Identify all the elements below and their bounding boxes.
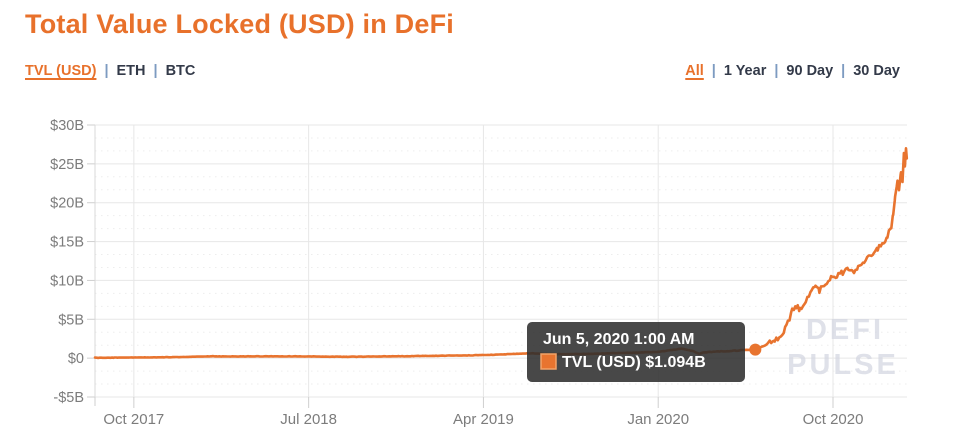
y-axis-label: -$5B: [53, 390, 84, 406]
tvl-series-line[interactable]: [93, 147, 909, 360]
y-axis-label: $5B: [58, 312, 84, 328]
series-tab-eth[interactable]: ETH: [116, 63, 146, 79]
tab-separator: |: [104, 63, 109, 79]
tab-separator: |: [153, 63, 158, 79]
range-tab-30-day[interactable]: 30 Day: [853, 63, 900, 79]
x-axis-label: Jan 2020: [627, 411, 689, 428]
range-tab-all[interactable]: All: [685, 63, 704, 79]
x-axis-label: Oct 2017: [103, 411, 164, 428]
tab-separator: |: [774, 63, 779, 79]
series-tab-tvl-usd[interactable]: TVL (USD): [25, 63, 97, 79]
page-title: Total Value Locked (USD) in DeFi: [25, 9, 454, 39]
y-axis-label: $10B: [50, 273, 84, 289]
tab-separator: |: [711, 63, 716, 79]
y-axis-label: $20B: [50, 196, 84, 212]
x-axis-label: Apr 2019: [453, 411, 514, 428]
x-axis-label: Oct 2020: [803, 411, 864, 428]
x-axis-label: Jul 2018: [280, 411, 337, 428]
tab-separator: |: [841, 63, 846, 79]
y-axis-label: $0: [68, 351, 84, 367]
tooltip-box: [527, 322, 745, 382]
tooltip-date: Jun 5, 2020 1:00 AM: [543, 331, 694, 348]
y-axis-label: $30B: [50, 118, 84, 134]
highlighted-point-marker[interactable]: [749, 343, 762, 356]
y-axis-label: $25B: [50, 157, 84, 173]
series-tabs: TVL (USD) | ETH | BTC: [25, 63, 195, 79]
range-tab-90-day[interactable]: 90 Day: [786, 63, 834, 79]
y-axis-label: $15B: [50, 235, 84, 251]
defipulse-watermark-line1: DEFI: [806, 314, 884, 346]
series-tab-btc[interactable]: BTC: [165, 63, 196, 79]
defipulse-watermark-line2: PULSE: [787, 349, 899, 381]
chart-tabs-row: TVL (USD) | ETH | BTC All | 1 Year | 90 Day | 30 D…: [25, 63, 900, 79]
range-tabs: All | 1 Year | 90 Day | 30 Day: [685, 63, 900, 79]
tooltip-series-swatch-icon: [540, 353, 557, 370]
range-tab-1-year[interactable]: 1 Year: [723, 63, 767, 79]
tooltip-value: TVL (USD) $1.094B: [562, 354, 706, 371]
